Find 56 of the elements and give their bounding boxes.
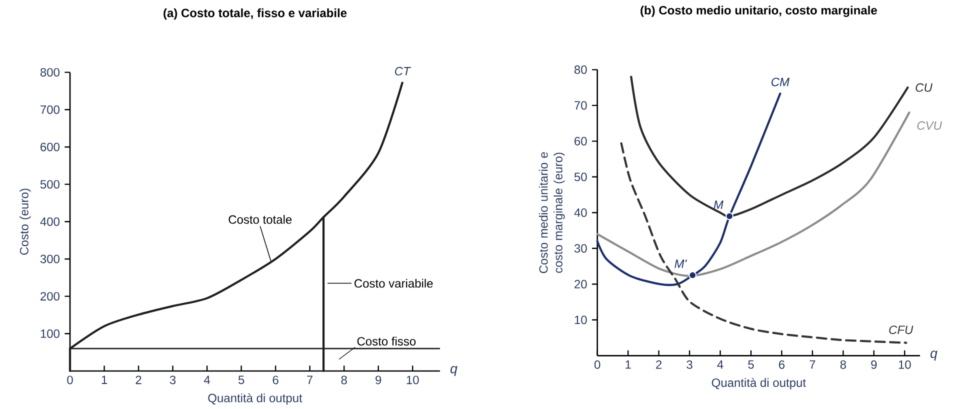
y-tick-label: 400	[40, 217, 60, 226]
y-tick-label: 100	[40, 329, 60, 338]
y-tick-label: 500	[40, 180, 60, 189]
x-tick-label: 5	[748, 360, 754, 369]
y-tick-label: 80	[574, 65, 587, 74]
x-tick-label: 9	[376, 376, 382, 384]
y-axis-title: Costo (euro)	[20, 188, 31, 255]
x-tick-label: 10	[898, 360, 911, 369]
x-tick-label: 3	[170, 376, 176, 384]
x-tick-label: 8	[840, 360, 846, 369]
y-tick-label: 10	[574, 316, 587, 324]
x-tick-label: 3	[686, 360, 692, 369]
y-tick-label: 30	[574, 244, 587, 253]
x-tick-label: 1	[626, 360, 631, 369]
series-label: M'	[674, 260, 687, 268]
chart-title: (a) Costo totale, fisso e variabile	[164, 8, 347, 20]
x-axis-title: Quantità di output	[712, 378, 806, 390]
series-label: CFU	[889, 326, 914, 334]
x-tick-label: 0	[67, 376, 73, 384]
text: q	[930, 350, 938, 361]
y-tick-label: 60	[574, 136, 587, 146]
series-label: CU	[916, 83, 932, 92]
x-tick-label: 7	[307, 376, 313, 384]
chart-title: (b) Costo medio unitario, costo marginale	[640, 6, 877, 17]
x-tick-label: 7	[810, 360, 816, 369]
x-tick-label: 6	[272, 376, 278, 384]
y-tick-label: 40	[574, 208, 587, 217]
ref-line-label: Costo fisso	[357, 336, 416, 346]
x-tick-label: 4	[204, 376, 210, 384]
x-tick-label: 10	[406, 376, 419, 384]
y-tick-label: 700	[40, 105, 60, 114]
y-tick-label: 300	[40, 254, 60, 264]
x-tick-label: 4	[717, 360, 724, 369]
y-tick-label: 600	[40, 142, 60, 152]
y-tick-label: 20	[574, 280, 587, 288]
x-tick-label: 9	[871, 360, 877, 369]
x-tick-label: 2	[136, 376, 142, 384]
y-tick-label: 70	[574, 101, 587, 110]
x-tick-label: 2	[656, 360, 662, 369]
y-tick-label: 200	[40, 292, 60, 301]
series-label: CM	[772, 78, 790, 86]
text: q	[450, 366, 458, 376]
series-label: CT	[394, 66, 412, 76]
series-label: M	[714, 200, 724, 209]
x-tick-label: 1	[102, 376, 108, 384]
y-tick-label: 50	[574, 172, 587, 182]
x-tick-label: 8	[341, 376, 347, 384]
y-tick-label: 800	[40, 68, 60, 77]
x-axis-title: Quantità di output	[208, 393, 302, 405]
series-label: CVU	[917, 121, 942, 130]
annotation: Costo totale	[228, 214, 292, 224]
x-tick-label: 0	[594, 360, 600, 369]
y-axis-title: Costo medio unitario e costo marginale (euro)	[538, 152, 565, 274]
x-tick-label: 6	[778, 360, 785, 369]
annotation: Costo variabile	[354, 278, 433, 288]
x-tick-label: 5	[238, 376, 244, 384]
